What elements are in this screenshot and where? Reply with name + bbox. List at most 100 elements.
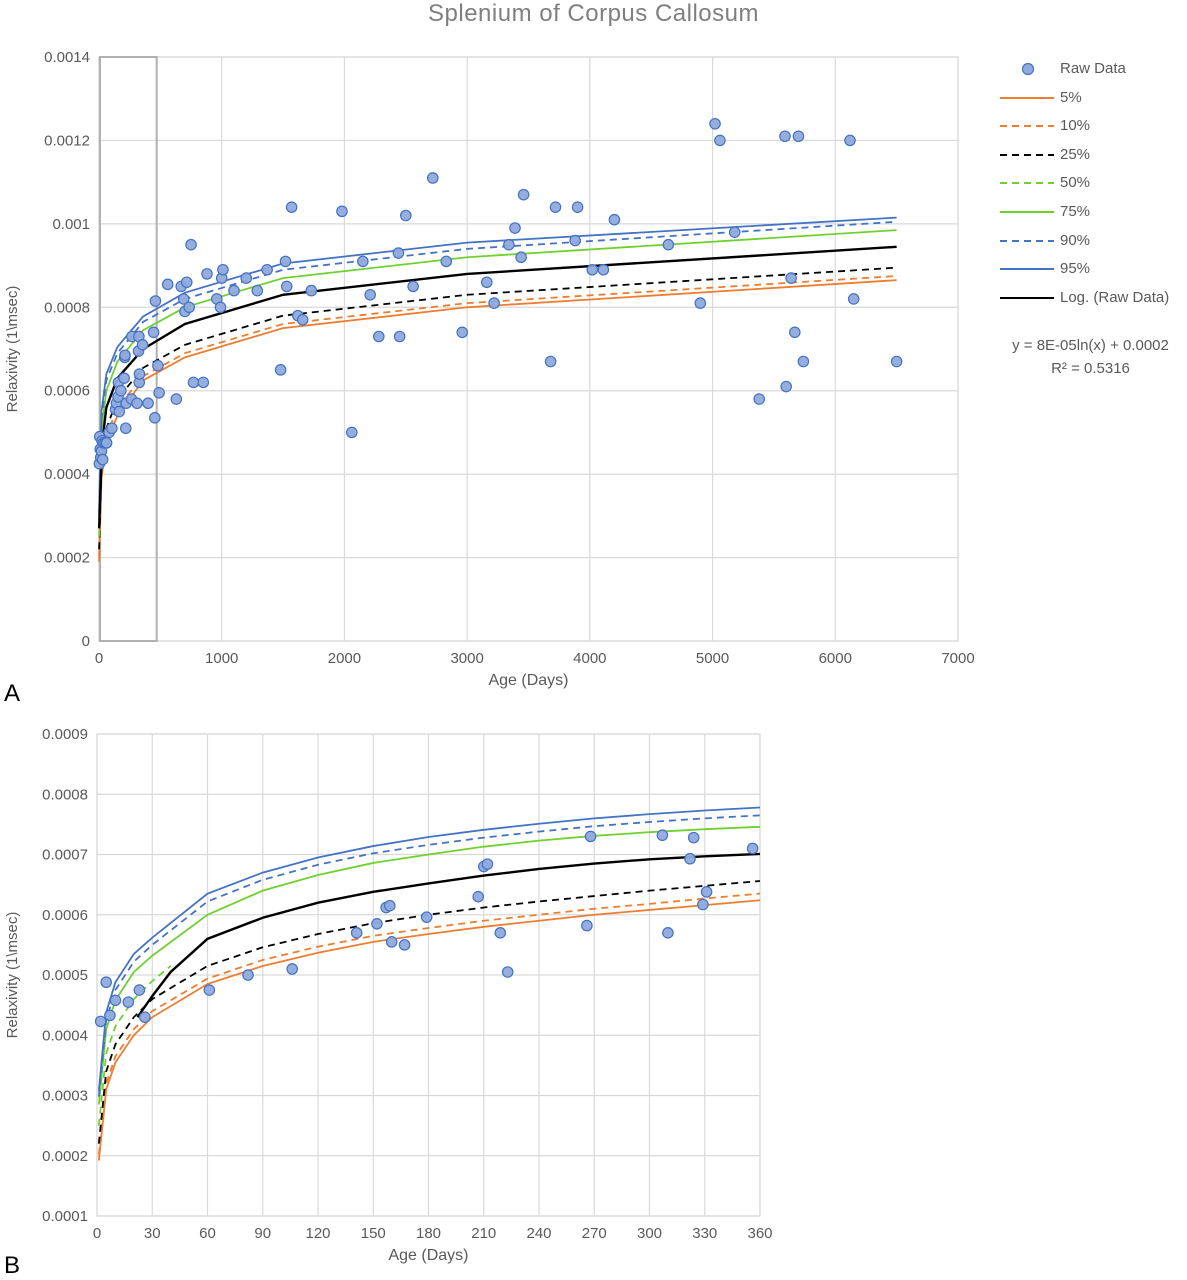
panel-b-y-tick-label: 0.0006 xyxy=(42,907,88,924)
panel-a-chart: 0 1000 2000 3000 4000 5000 6000 7000 0 0.0002 0.00… xyxy=(4,49,975,689)
panel-b-x-tick-label: 270 xyxy=(582,1225,607,1242)
panel-b-y-axis-label: Relaxivity (1\msec) xyxy=(4,912,21,1039)
legend-label: Raw Data xyxy=(1060,60,1126,77)
panel-b-x-tick-label: 0 xyxy=(93,1225,101,1242)
panel-a-raw-data-point xyxy=(153,386,165,399)
panel-a-raw-data-point xyxy=(113,405,126,418)
panel-b-chart: 0 30 60 90 120 150 180 210 240 270 300 330 360 0.0001… xyxy=(4,726,773,1264)
panel-a-raw-data-point xyxy=(118,372,130,384)
panel-a-raw-data-point xyxy=(456,326,469,339)
legend-swatch xyxy=(1000,296,1054,299)
legend-swatch xyxy=(1000,210,1054,213)
panel-a-raw-data-point xyxy=(393,330,406,343)
legend-item: 95% xyxy=(994,256,1187,285)
panel-b-raw-data-point xyxy=(384,899,396,912)
legend-swatch xyxy=(1000,182,1054,185)
panel-a-raw-data-point xyxy=(785,272,797,284)
panel-a-raw-data-point xyxy=(480,276,493,289)
panel-a-raw-data-point xyxy=(161,278,174,291)
panel-b-y-tick-label: 0.0004 xyxy=(42,1027,88,1044)
legend-swatch xyxy=(1000,125,1054,128)
panel-b-raw-data-point xyxy=(398,939,411,951)
panel-a-x-tick-label: 0 xyxy=(95,650,103,667)
panel-b-x-tick-label: 210 xyxy=(471,1225,496,1242)
panel-a-raw-data-point xyxy=(488,297,500,309)
legend-swatch xyxy=(1000,153,1054,156)
legend-item: Raw Data xyxy=(994,56,1187,85)
panel-b-y-tick-label: 0.0009 xyxy=(42,726,88,743)
panel-b-raw-data-point xyxy=(94,1015,107,1028)
panel-a-highlight-box xyxy=(99,56,158,642)
panel-b-x-tick-label: 240 xyxy=(526,1225,551,1242)
panel-a-raw-data-point xyxy=(779,130,791,143)
panel-a-plot-border xyxy=(98,56,959,642)
panel-a-raw-data-point xyxy=(709,117,721,130)
legend-item: 90% xyxy=(994,228,1187,257)
panel-a-raw-data-point xyxy=(147,326,160,339)
panel-a-y-axis-label: Relaxivity (1\msec) xyxy=(4,286,21,413)
panel-a-raw-data-point xyxy=(549,201,562,213)
panel-b-x-tick-label: 330 xyxy=(692,1225,717,1242)
panel-b-raw-data-point xyxy=(350,927,363,939)
panel-a-raw-data-point xyxy=(296,313,309,326)
panel-a-raw-data-point xyxy=(142,397,154,410)
panel-a-raw-data-point xyxy=(544,355,557,368)
panel-a-raw-data-point xyxy=(788,326,801,339)
legend-item: 75% xyxy=(994,199,1187,228)
panel-a-y-tick-label: 0.0012 xyxy=(44,132,90,149)
panel-b-raw-data-point xyxy=(581,919,593,932)
panel-a-raw-data-point xyxy=(440,255,453,268)
legend-swatch xyxy=(1000,268,1054,271)
panel-a-raw-data-point xyxy=(608,213,621,226)
legend-marker xyxy=(1021,62,1035,76)
panel-a-x-tick-label: 5000 xyxy=(696,650,729,667)
panel-b-raw-data-point xyxy=(662,927,674,939)
panel-a-raw-data-point xyxy=(597,263,610,276)
panel-b-raw-data-point xyxy=(109,994,122,1007)
panel-a-raw-data-point xyxy=(201,268,213,280)
legend: Raw Data 5% 10% 25% 50% 75% 90% 95% Log. (Raw Da… xyxy=(994,56,1187,313)
panel-a-raw-data-point xyxy=(119,349,131,362)
panel-b-curve-75 xyxy=(97,825,761,1105)
panel-a-raw-data-point xyxy=(251,284,264,297)
panel-b-curve-50 xyxy=(97,965,172,1126)
panel-a-raw-data-point xyxy=(115,384,127,397)
legend-label: 10% xyxy=(1060,117,1091,135)
panel-a-raw-data-point xyxy=(96,453,109,466)
panel-a-raw-data-point xyxy=(136,339,149,351)
panel-a-raw-data-point xyxy=(187,376,200,389)
legend-label: 25% xyxy=(1060,145,1091,163)
panel-a-raw-data-point xyxy=(780,380,792,393)
panel-b-y-tick-label: 0.0008 xyxy=(42,786,88,803)
panel-a-raw-data-point xyxy=(753,393,765,405)
panel-b-raw-data-point xyxy=(584,830,597,843)
panel-a-raw-data-point xyxy=(133,368,146,380)
panel-b-curve-90 xyxy=(97,814,761,1097)
panel-a-raw-data-point xyxy=(305,284,318,297)
panel-a-curve-75 xyxy=(98,229,897,521)
panel-b-curve-95 xyxy=(97,806,761,1091)
panel-b-raw-data-point xyxy=(687,831,700,844)
chart-title: Splenium of Corpus Callosum xyxy=(428,0,759,27)
panel-a-raw-data-point xyxy=(152,359,164,372)
panel-a-raw-data-point xyxy=(197,376,210,389)
panel-b-raw-data-point xyxy=(481,858,494,870)
panel-b-x-tick-label: 180 xyxy=(416,1225,441,1242)
panel-a-raw-data-point xyxy=(345,426,358,439)
legend-item: 50% xyxy=(994,170,1187,199)
legend-swatch xyxy=(1000,239,1054,242)
panel-b-x-tick-label: 360 xyxy=(747,1225,772,1242)
panel-a-x-tick-label: 2000 xyxy=(328,650,361,667)
panel-a-raw-data-point xyxy=(100,437,113,449)
panel-b-raw-data-point xyxy=(700,886,713,898)
panel-b-raw-data-point xyxy=(420,911,433,923)
panel-b-raw-data-point xyxy=(371,917,383,930)
panel-a-raw-data-point xyxy=(399,209,412,222)
panel-a-raw-data-point xyxy=(662,238,675,251)
legend-label: 75% xyxy=(1060,202,1091,220)
legend-label: 90% xyxy=(1060,231,1091,249)
panel-a-raw-data-point xyxy=(217,263,229,276)
panel-a-raw-data-point xyxy=(728,226,741,238)
legend-label: Log. (Raw Data) xyxy=(1060,288,1170,306)
panel-b-raw-data-point xyxy=(100,976,113,989)
